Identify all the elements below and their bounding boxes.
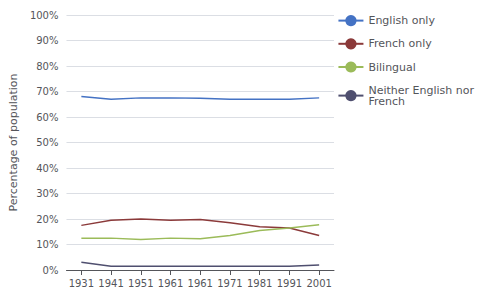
svg-text:1981: 1981	[247, 278, 272, 289]
svg-text:French only: French only	[368, 37, 432, 50]
svg-text:90%: 90%	[36, 35, 58, 46]
svg-text:30%: 30%	[36, 188, 58, 199]
svg-text:10%: 10%	[36, 239, 58, 250]
svg-text:1971: 1971	[217, 278, 242, 289]
svg-text:Percentage of population: Percentage of population	[7, 73, 20, 211]
svg-text:Neither English nor: Neither English nor	[368, 83, 474, 97]
svg-text:1951: 1951	[128, 278, 153, 289]
svg-text:60%: 60%	[36, 112, 58, 123]
svg-text:100%: 100%	[30, 10, 59, 21]
svg-text:50%: 50%	[36, 137, 58, 148]
svg-text:1931: 1931	[69, 278, 94, 289]
svg-text:1961: 1961	[188, 278, 213, 289]
svg-text:1961: 1961	[158, 278, 183, 289]
svg-text:1941: 1941	[98, 278, 123, 289]
svg-text:0%: 0%	[43, 265, 59, 276]
svg-text:20%: 20%	[36, 214, 58, 225]
svg-text:70%: 70%	[36, 86, 58, 97]
svg-text:1991: 1991	[277, 278, 302, 289]
svg-text:80%: 80%	[36, 61, 58, 72]
svg-text:Bilingual: Bilingual	[368, 61, 415, 74]
svg-text:English only: English only	[368, 14, 435, 27]
svg-text:2001: 2001	[306, 278, 331, 289]
svg-text:French: French	[368, 95, 405, 108]
svg-text:40%: 40%	[36, 163, 58, 174]
